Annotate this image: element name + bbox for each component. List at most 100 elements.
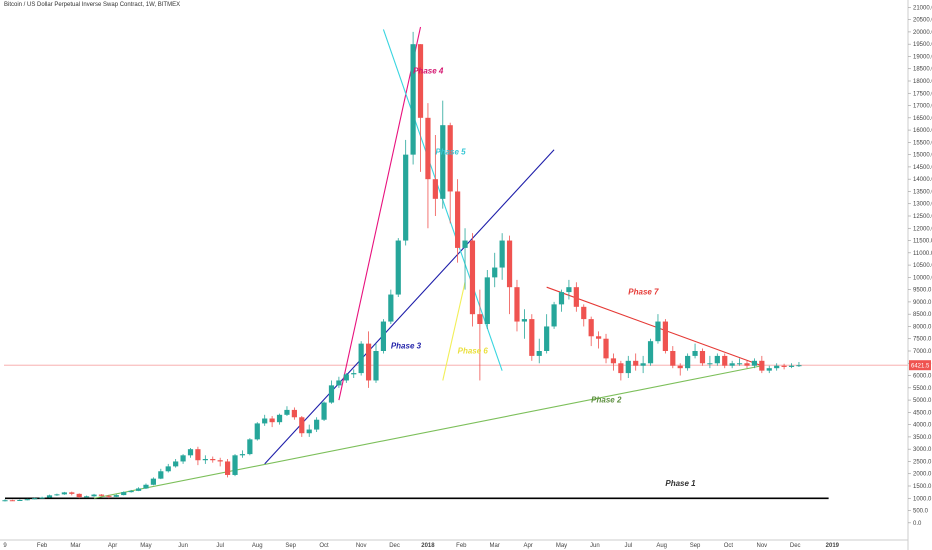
- candle[interactable]: [210, 456, 216, 463]
- candle[interactable]: [158, 468, 164, 480]
- candle[interactable]: [17, 499, 23, 501]
- candle[interactable]: [269, 416, 275, 428]
- candle[interactable]: [410, 31, 416, 165]
- candle[interactable]: [722, 353, 728, 369]
- candle[interactable]: [232, 454, 238, 477]
- candle[interactable]: [774, 363, 780, 371]
- candle[interactable]: [529, 314, 535, 361]
- candle[interactable]: [633, 353, 639, 371]
- candle[interactable]: [306, 424, 312, 437]
- candle[interactable]: [150, 477, 156, 486]
- candle[interactable]: [781, 363, 787, 370]
- candle[interactable]: [328, 380, 335, 404]
- candle[interactable]: [336, 376, 342, 388]
- candle[interactable]: [788, 363, 795, 369]
- candle[interactable]: [536, 338, 542, 364]
- candle[interactable]: [425, 103, 431, 229]
- candle[interactable]: [358, 341, 364, 376]
- candle[interactable]: [91, 493, 97, 497]
- candle[interactable]: [98, 494, 105, 497]
- candle[interactable]: [588, 316, 594, 347]
- candle[interactable]: [455, 179, 461, 263]
- candle[interactable]: [9, 499, 16, 502]
- candle[interactable]: [744, 360, 750, 369]
- candle[interactable]: [759, 355, 765, 374]
- trendline-phase-7[interactable]: [546, 286, 763, 367]
- candle[interactable]: [173, 459, 179, 468]
- candle[interactable]: [499, 233, 505, 280]
- candle[interactable]: [39, 496, 45, 499]
- candle[interactable]: [610, 353, 617, 371]
- candle[interactable]: [24, 498, 30, 501]
- candle[interactable]: [573, 282, 579, 312]
- candle[interactable]: [284, 406, 290, 417]
- candle[interactable]: [625, 355, 631, 378]
- candle[interactable]: [699, 348, 706, 366]
- candle[interactable]: [321, 401, 327, 421]
- candle[interactable]: [225, 459, 231, 478]
- candle[interactable]: [76, 493, 82, 499]
- candle[interactable]: [521, 309, 527, 339]
- candle[interactable]: [506, 235, 513, 315]
- candle[interactable]: [581, 304, 587, 327]
- candle[interactable]: [69, 491, 75, 496]
- candle[interactable]: [380, 319, 387, 354]
- candle[interactable]: [477, 289, 483, 381]
- candle[interactable]: [135, 487, 142, 492]
- candle[interactable]: [796, 362, 802, 367]
- candle[interactable]: [262, 414, 268, 426]
- candle[interactable]: [417, 44, 424, 172]
- candle[interactable]: [603, 333, 609, 364]
- candle[interactable]: [46, 494, 53, 498]
- candle[interactable]: [677, 363, 683, 376]
- candle[interactable]: [403, 139, 409, 246]
- candle[interactable]: [128, 489, 134, 493]
- candle[interactable]: [544, 314, 550, 354]
- candle[interactable]: [180, 454, 186, 464]
- candle[interactable]: [551, 301, 557, 329]
- candle[interactable]: [239, 450, 246, 458]
- candle[interactable]: [61, 491, 67, 495]
- candle[interactable]: [707, 355, 713, 369]
- candle[interactable]: [596, 331, 602, 349]
- candle[interactable]: [670, 346, 676, 369]
- candle[interactable]: [514, 279, 520, 332]
- candle[interactable]: [751, 358, 758, 369]
- candle[interactable]: [469, 233, 476, 327]
- candle[interactable]: [247, 438, 253, 456]
- candle[interactable]: [113, 494, 119, 498]
- candle[interactable]: [2, 499, 8, 502]
- candle[interactable]: [736, 358, 743, 366]
- candle[interactable]: [143, 483, 149, 489]
- candle[interactable]: [440, 100, 446, 209]
- candle[interactable]: [165, 463, 171, 473]
- candle[interactable]: [492, 252, 498, 288]
- candle[interactable]: [187, 447, 194, 458]
- candle[interactable]: [566, 279, 572, 300]
- candle[interactable]: [395, 238, 401, 297]
- candle[interactable]: [462, 228, 468, 290]
- candle[interactable]: [299, 416, 305, 437]
- candle[interactable]: [388, 289, 394, 324]
- candle[interactable]: [343, 373, 349, 383]
- candle[interactable]: [314, 417, 320, 432]
- candle[interactable]: [373, 343, 379, 383]
- trendline-phase-4[interactable]: [338, 26, 422, 401]
- candle[interactable]: [291, 407, 297, 420]
- candle[interactable]: [365, 331, 372, 388]
- candle[interactable]: [484, 270, 490, 329]
- candle[interactable]: [32, 497, 38, 500]
- candle[interactable]: [202, 455, 208, 464]
- candle[interactable]: [647, 338, 654, 366]
- candle[interactable]: [618, 360, 624, 381]
- candle[interactable]: [84, 495, 90, 498]
- trendline-phase-6[interactable]: [442, 282, 466, 381]
- candle[interactable]: [640, 355, 646, 374]
- candle[interactable]: [692, 343, 698, 359]
- candle[interactable]: [217, 457, 223, 467]
- trendline-phase-2[interactable]: [93, 365, 762, 499]
- candle[interactable]: [729, 360, 735, 369]
- candle[interactable]: [54, 493, 60, 496]
- candle[interactable]: [662, 319, 668, 354]
